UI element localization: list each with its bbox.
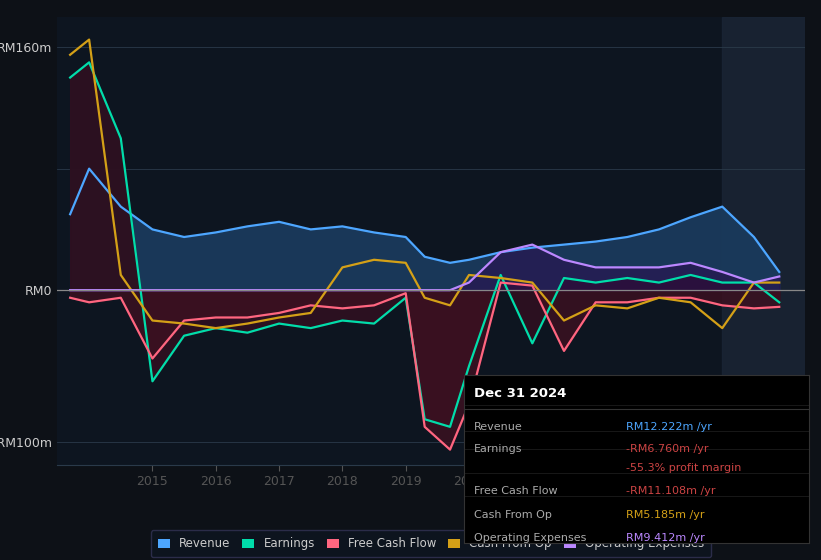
Text: Free Cash Flow: Free Cash Flow	[475, 486, 557, 496]
Text: Operating Expenses: Operating Expenses	[475, 533, 586, 543]
Text: Dec 31 2024: Dec 31 2024	[475, 387, 566, 400]
Text: Revenue: Revenue	[475, 422, 523, 432]
Bar	[722, 17, 817, 465]
Text: Earnings: Earnings	[475, 444, 523, 454]
Text: -RM6.760m /yr: -RM6.760m /yr	[626, 444, 709, 454]
Text: -55.3% profit margin: -55.3% profit margin	[626, 463, 741, 473]
Text: Cash From Op: Cash From Op	[475, 510, 552, 520]
Legend: Revenue, Earnings, Free Cash Flow, Cash From Op, Operating Expenses: Revenue, Earnings, Free Cash Flow, Cash …	[151, 530, 711, 557]
Text: RM12.222m /yr: RM12.222m /yr	[626, 422, 712, 432]
Text: RM9.412m /yr: RM9.412m /yr	[626, 533, 704, 543]
Text: -RM11.108m /yr: -RM11.108m /yr	[626, 486, 715, 496]
Text: RM5.185m /yr: RM5.185m /yr	[626, 510, 704, 520]
